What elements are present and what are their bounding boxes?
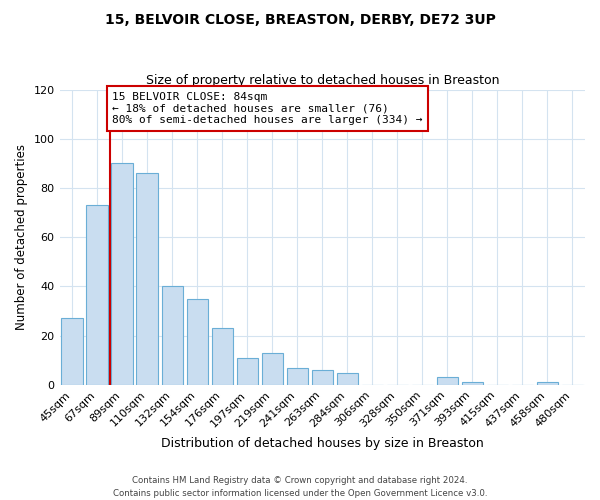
Bar — [287, 368, 308, 385]
Bar — [337, 372, 358, 385]
Bar — [86, 205, 108, 385]
X-axis label: Distribution of detached houses by size in Breaston: Distribution of detached houses by size … — [161, 437, 484, 450]
Bar — [136, 173, 158, 385]
Text: Contains HM Land Registry data © Crown copyright and database right 2024.
Contai: Contains HM Land Registry data © Crown c… — [113, 476, 487, 498]
Text: 15 BELVOIR CLOSE: 84sqm
← 18% of detached houses are smaller (76)
80% of semi-de: 15 BELVOIR CLOSE: 84sqm ← 18% of detache… — [112, 92, 422, 125]
Bar — [112, 164, 133, 385]
Y-axis label: Number of detached properties: Number of detached properties — [15, 144, 28, 330]
Bar — [437, 378, 458, 385]
Bar — [61, 318, 83, 385]
Bar — [161, 286, 183, 385]
Bar — [462, 382, 483, 385]
Bar — [311, 370, 333, 385]
Bar — [262, 353, 283, 385]
Title: Size of property relative to detached houses in Breaston: Size of property relative to detached ho… — [146, 74, 499, 87]
Bar — [236, 358, 258, 385]
Bar — [187, 298, 208, 385]
Text: 15, BELVOIR CLOSE, BREASTON, DERBY, DE72 3UP: 15, BELVOIR CLOSE, BREASTON, DERBY, DE72… — [104, 12, 496, 26]
Bar — [212, 328, 233, 385]
Bar — [537, 382, 558, 385]
